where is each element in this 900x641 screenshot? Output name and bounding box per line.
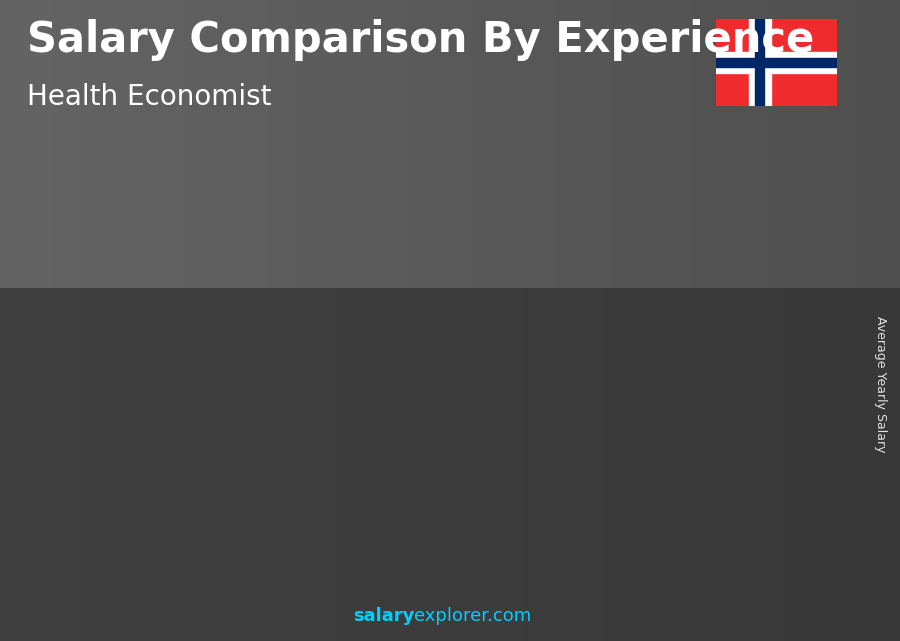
Text: explorer.com: explorer.com (414, 607, 531, 625)
Text: 1,930,000 NOK: 1,930,000 NOK (608, 306, 744, 324)
Polygon shape (691, 305, 790, 312)
Text: +9%: +9% (518, 279, 581, 303)
Bar (716, 52, 837, 73)
Bar (749, 19, 770, 106)
Polygon shape (647, 326, 663, 590)
Polygon shape (139, 485, 155, 590)
Text: 1,450,000 NOK: 1,450,000 NOK (316, 369, 452, 388)
Bar (183, 459, 266, 590)
Polygon shape (519, 347, 536, 590)
Polygon shape (564, 326, 663, 333)
FancyArrowPatch shape (107, 439, 217, 481)
Polygon shape (437, 347, 536, 354)
Text: 984,000 NOK: 984,000 NOK (212, 431, 330, 449)
Text: +8%: +8% (645, 258, 709, 283)
FancyArrowPatch shape (616, 290, 725, 323)
Text: Health Economist: Health Economist (27, 83, 272, 112)
Text: +34%: +34% (129, 401, 209, 424)
Polygon shape (183, 452, 282, 459)
Text: 1,770,000 NOK: 1,770,000 NOK (443, 327, 579, 345)
Polygon shape (392, 390, 410, 590)
Text: 737,000 NOK: 737,000 NOK (61, 515, 181, 533)
Text: Salary Comparison By Experience: Salary Comparison By Experience (27, 19, 814, 62)
Bar (56, 492, 139, 590)
Polygon shape (56, 485, 155, 492)
Bar (716, 58, 837, 67)
Polygon shape (310, 390, 410, 397)
Text: Average Yearly Salary: Average Yearly Salary (874, 317, 886, 453)
Bar (310, 397, 392, 590)
Text: +22%: +22% (382, 297, 464, 322)
Polygon shape (266, 452, 282, 590)
Text: +48%: +48% (256, 338, 337, 363)
Bar (564, 333, 647, 590)
FancyArrowPatch shape (489, 312, 598, 344)
Text: 2,090,000 NOK: 2,090,000 NOK (594, 285, 730, 303)
Bar (437, 354, 519, 590)
Bar (755, 19, 764, 106)
FancyArrowPatch shape (361, 338, 471, 387)
Bar (691, 312, 774, 590)
FancyArrowPatch shape (233, 382, 344, 448)
Text: salary: salary (353, 607, 414, 625)
Polygon shape (774, 305, 790, 590)
